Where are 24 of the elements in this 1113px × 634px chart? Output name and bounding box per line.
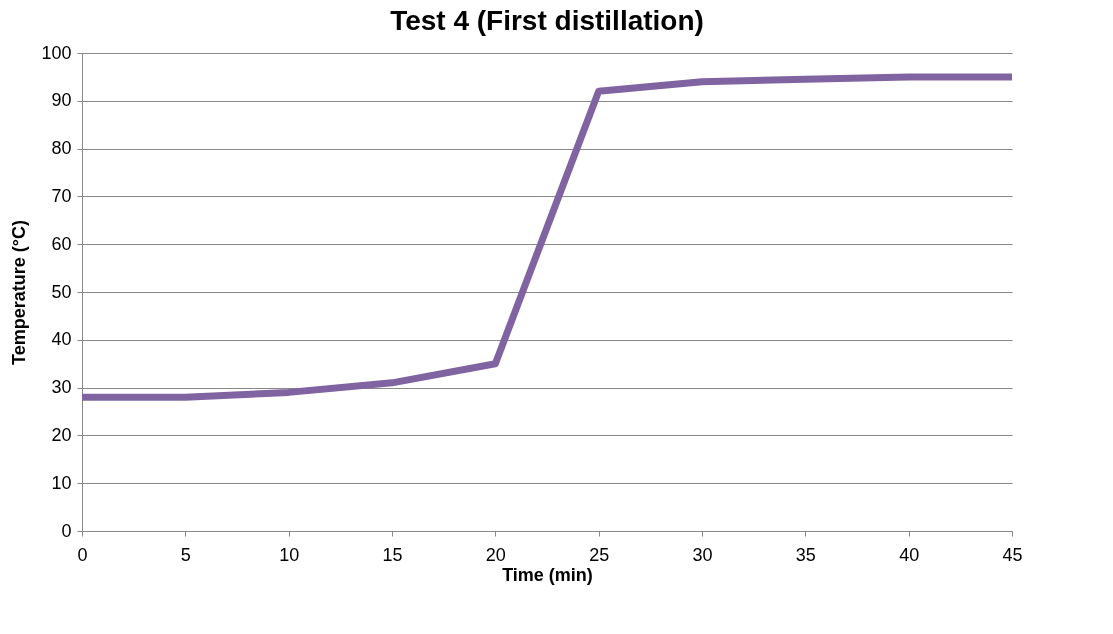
x-tick-label: 20 xyxy=(485,544,506,565)
y-tick-label: 20 xyxy=(51,424,72,445)
x-axis-title: Time (min) xyxy=(502,564,593,585)
x-tick-label: 30 xyxy=(692,544,713,565)
x-tick-label: 5 xyxy=(180,544,191,565)
x-tick-label: 25 xyxy=(589,544,610,565)
y-tick-label: 30 xyxy=(51,377,72,398)
y-tick-label: 60 xyxy=(51,233,72,254)
x-tick-label: 15 xyxy=(382,544,403,565)
y-tick-label: 70 xyxy=(51,185,72,206)
y-tick-label: 90 xyxy=(51,90,72,111)
y-tick-label: 0 xyxy=(61,520,72,541)
y-tick-label: 80 xyxy=(51,138,72,159)
y-tick-label: 50 xyxy=(51,281,72,302)
x-tick-label: 0 xyxy=(77,544,88,565)
x-tick-label: 45 xyxy=(1002,544,1023,565)
y-tick-label: 40 xyxy=(51,329,72,350)
x-tick-label: 40 xyxy=(899,544,920,565)
chart-title: Test 4 (First distillation) xyxy=(390,5,704,36)
x-tick-label: 10 xyxy=(279,544,300,565)
y-axis-title: Temperature (°C) xyxy=(9,220,30,365)
x-tick-label: 35 xyxy=(795,544,816,565)
y-tick-label: 100 xyxy=(41,42,72,63)
y-tick-label: 10 xyxy=(51,472,72,493)
